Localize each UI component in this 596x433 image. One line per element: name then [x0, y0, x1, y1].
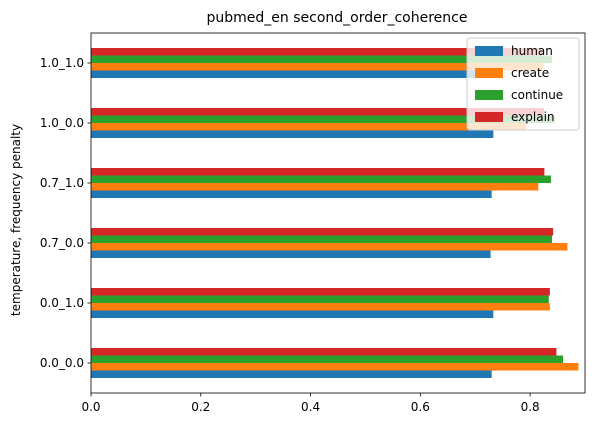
x-tick-label: 0.8	[521, 400, 540, 414]
bar-continue-1.0_1.0	[91, 55, 553, 63]
bar-human-1.0_1.0	[91, 70, 492, 78]
y-tick-label: 1.0_0.0	[40, 116, 84, 130]
x-tick-label: 0.4	[301, 400, 320, 414]
y-tick-label: 0.7_0.0	[40, 236, 84, 250]
bar-continue-0.7_0.0	[91, 235, 553, 243]
legend-label-human: human	[511, 44, 553, 58]
chart-title: pubmed_en second_order_coherence	[207, 10, 468, 26]
legend-swatch-explain	[475, 112, 503, 122]
y-tick-label: 0.0_1.0	[40, 296, 84, 310]
axes-layer: 0.0 0.2 0.4 0.6 0.8 0.0_0.0 0.0_1.0 0.7_0.0 0.7_…	[40, 32, 586, 414]
y-tick-label: 0.7_1.0	[40, 176, 84, 190]
bar-explain-0.7_1.0	[91, 168, 545, 176]
x-tick-label: 0.2	[191, 400, 210, 414]
bar-explain-0.0_0.0	[91, 348, 557, 356]
bar-create-0.0_1.0	[91, 303, 550, 311]
x-tick-label: 0.6	[411, 400, 430, 414]
axes-frame	[90, 32, 586, 394]
bar-create-1.0_0.0	[91, 123, 527, 131]
bar-continue-0.0_0.0	[91, 355, 564, 363]
bar-human-0.0_1.0	[91, 310, 494, 318]
bar-continue-1.0_0.0	[91, 115, 555, 123]
bar-explain-1.0_0.0	[91, 108, 544, 116]
bar-explain-1.0_1.0	[91, 48, 543, 56]
y-tick-label: 0.0_0.0	[40, 356, 84, 370]
bar-continue-0.0_1.0	[91, 295, 549, 303]
bar-continue-0.7_1.0	[91, 175, 551, 183]
bar-create-1.0_1.0	[91, 63, 543, 71]
bars-layer	[91, 48, 579, 378]
bar-human-0.7_1.0	[91, 190, 492, 198]
legend: human create continue explain	[466, 37, 580, 131]
y-tick-label: 1.0_1.0	[40, 56, 84, 70]
legend-box	[466, 37, 580, 131]
bar-human-1.0_0.0	[91, 130, 494, 138]
y-axis-label: temperature, frequency penalty	[9, 124, 23, 316]
legend-swatch-continue	[475, 90, 503, 100]
x-tick-label: 0.0	[81, 400, 100, 414]
bar-create-0.7_1.0	[91, 183, 539, 191]
legend-swatch-create	[475, 68, 503, 78]
legend-label-continue: continue	[511, 88, 563, 102]
bar-human-0.7_0.0	[91, 250, 491, 258]
bar-explain-0.7_0.0	[91, 228, 554, 236]
legend-label-create: create	[511, 66, 549, 80]
bar-explain-0.0_1.0	[91, 288, 550, 296]
bar-create-0.7_0.0	[91, 243, 568, 251]
bar-create-0.0_0.0	[91, 363, 579, 371]
legend-swatch-human	[475, 46, 503, 56]
legend-label-explain: explain	[511, 110, 555, 124]
bar-human-0.0_0.0	[91, 370, 492, 378]
